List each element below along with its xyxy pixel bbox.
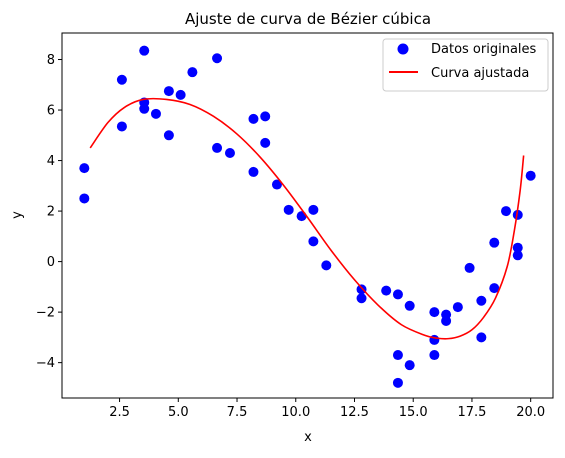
data-point (260, 137, 271, 148)
x-axis-label: x (304, 430, 312, 445)
data-point (248, 113, 259, 124)
plot-frame (61, 32, 554, 399)
data-point (356, 293, 367, 304)
data-point (489, 237, 500, 248)
data-point (175, 89, 186, 100)
y-tick-label: −4 (36, 356, 55, 371)
data-point (116, 74, 127, 85)
data-point (381, 285, 392, 296)
legend-marker-points (397, 43, 409, 55)
data-point (392, 377, 403, 388)
y-tick-label: 8 (47, 53, 55, 68)
data-point (296, 211, 307, 222)
x-tick-label: 12.5 (340, 405, 369, 420)
data-point (224, 147, 235, 158)
data-point (392, 350, 403, 361)
data-point (308, 236, 319, 247)
x-tick-label: 5.0 (168, 405, 189, 420)
data-point (308, 204, 319, 215)
data-point (321, 260, 332, 271)
data-point (139, 103, 150, 114)
data-point (476, 332, 487, 343)
data-point (452, 302, 463, 313)
y-tick-label: 0 (47, 255, 55, 270)
data-point (464, 262, 475, 273)
data-point (260, 111, 271, 122)
legend-label-curve: Curva ajustada (431, 66, 529, 81)
chart-title: Ajuste de curva de Bézier cúbica (185, 10, 431, 28)
x-tick-label: 15.0 (399, 405, 428, 420)
data-point (79, 193, 90, 204)
fitted-curve (89, 97, 525, 340)
x-tick-label: 7.5 (227, 405, 248, 420)
data-point (150, 108, 161, 119)
y-tick-label: 6 (47, 104, 55, 119)
data-point (163, 86, 174, 97)
data-point (163, 130, 174, 141)
legend-box (382, 38, 549, 92)
data-point (248, 166, 259, 177)
x-tick-label: 20.0 (516, 405, 545, 420)
data-point (139, 45, 150, 56)
legend-label-points: Datos originales (431, 42, 537, 57)
data-point (116, 121, 127, 132)
data-point (356, 284, 367, 295)
data-point (283, 204, 294, 215)
y-axis-label: y (10, 211, 25, 219)
data-point (187, 67, 198, 78)
data-point (512, 209, 523, 220)
data-point (404, 300, 415, 311)
data-point (212, 53, 223, 64)
data-point (404, 360, 415, 371)
plot-area (79, 45, 536, 388)
x-tick-label: 2.5 (109, 405, 130, 420)
data-point (489, 283, 500, 294)
data-point (512, 242, 523, 253)
data-point (441, 315, 452, 326)
data-point (392, 289, 403, 300)
legend: Datos originales Curva ajustada (382, 38, 549, 92)
data-point (271, 179, 282, 190)
x-tick-label: 10.0 (281, 405, 310, 420)
data-point (429, 350, 440, 361)
data-point (512, 250, 523, 261)
y-axis: −4 −2 0 2 4 6 8 (36, 53, 62, 371)
y-tick-label: −2 (36, 306, 55, 321)
x-tick-label: 17.5 (457, 405, 486, 420)
data-point (429, 307, 440, 318)
x-axis: 2.5 5.0 7.5 10.0 12.5 15.0 17.5 20.0 (109, 398, 545, 420)
data-point (79, 163, 90, 174)
data-point (212, 142, 223, 153)
y-tick-label: 2 (47, 205, 55, 220)
data-point (501, 206, 512, 217)
data-point (476, 295, 487, 306)
data-point (525, 170, 536, 181)
y-tick-label: 4 (47, 154, 55, 169)
